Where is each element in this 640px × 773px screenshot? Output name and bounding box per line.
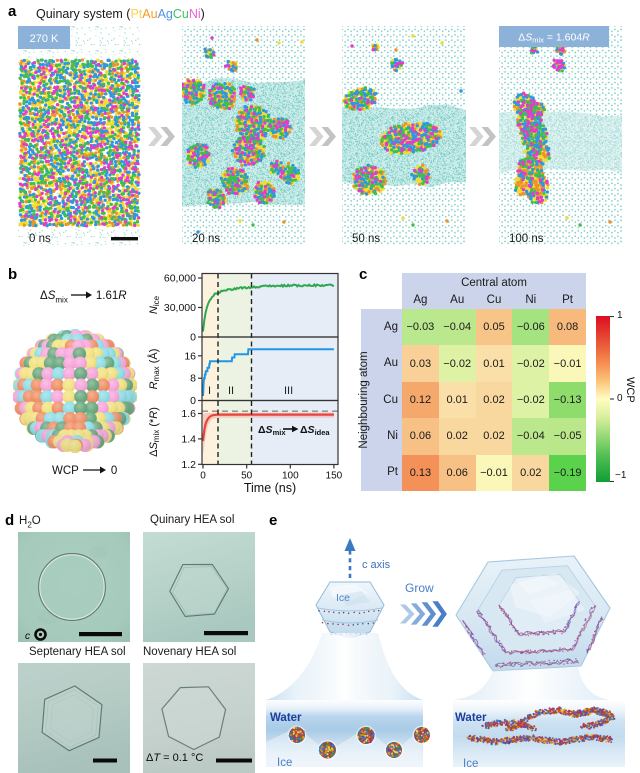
svg-text:ΔSmix (*R): ΔSmix (*R) <box>148 407 161 457</box>
svg-text:16: 16 <box>184 350 196 362</box>
svg-text:1.4: 1.4 <box>181 433 196 445</box>
svg-text:100: 100 <box>282 471 299 482</box>
svg-text:III: III <box>284 385 293 397</box>
svg-text:II: II <box>228 385 234 397</box>
svg-text:Water: Water <box>455 712 487 724</box>
svg-text:100 ns: 100 ns <box>509 233 544 245</box>
svg-text:Rmax (Å): Rmax (Å) <box>147 349 161 390</box>
svg-text:Ice: Ice <box>336 592 350 604</box>
svg-text:50: 50 <box>241 471 253 482</box>
svg-text:0: 0 <box>190 332 196 344</box>
svg-text:c axis: c axis <box>362 559 391 571</box>
svg-text:50 ns: 50 ns <box>352 233 380 245</box>
svg-text:8: 8 <box>190 373 196 385</box>
svg-text:150: 150 <box>326 471 343 482</box>
svg-text:ΔSmix: ΔSmix <box>258 424 286 437</box>
svg-text:Ice: Ice <box>463 758 478 770</box>
svg-text:30,000: 30,000 <box>164 302 196 314</box>
svg-text:ΔT = 0.1 °C: ΔT = 0.1 °C <box>146 752 203 764</box>
svg-text:0 ns: 0 ns <box>29 233 51 245</box>
svg-text:Nice: Nice <box>148 295 161 314</box>
svg-text:0: 0 <box>190 395 196 407</box>
svg-text:270 K: 270 K <box>30 33 59 45</box>
svg-text:20 ns: 20 ns <box>192 233 220 245</box>
svg-text:ΔSidea: ΔSidea <box>300 424 330 437</box>
svg-text:1.6: 1.6 <box>181 408 196 420</box>
svg-text:Water: Water <box>270 712 302 724</box>
svg-text:0: 0 <box>200 471 206 482</box>
svg-text:ΔSmix = 1.604R: ΔSmix = 1.604R <box>518 32 590 45</box>
svg-text:60,000: 60,000 <box>164 273 196 285</box>
svg-text:1.2: 1.2 <box>181 459 196 471</box>
svg-text:c: c <box>25 631 30 642</box>
svg-text:Ice: Ice <box>277 757 292 769</box>
svg-text:Time (ns): Time (ns) <box>244 481 296 495</box>
svg-text:I: I <box>208 385 211 397</box>
svg-text:Grow: Grow <box>405 581 434 595</box>
